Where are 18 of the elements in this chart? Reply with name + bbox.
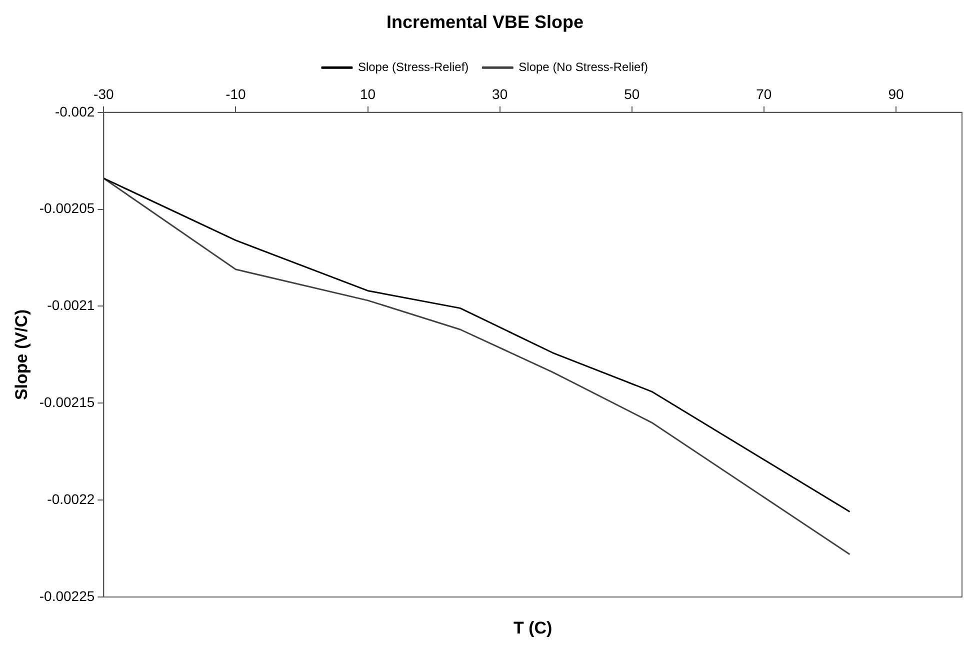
x-tick-label: 50	[624, 86, 640, 102]
y-tick-label: -0.002	[54, 103, 95, 120]
legend-label: Slope (Stress-Relief)	[358, 60, 469, 74]
y-axis-title: Slope (V/C)	[12, 309, 31, 400]
chart-title: Incremental VBE Slope	[386, 12, 584, 32]
x-tick-label: 90	[888, 86, 904, 102]
y-tick-label: -0.0022	[47, 490, 95, 507]
legend-label: Slope (No Stress-Relief)	[518, 60, 648, 74]
x-tick-label: 70	[756, 86, 772, 102]
x-axis-title: T (C)	[513, 618, 552, 638]
x-tick-label: -30	[94, 86, 114, 102]
x-tick-label: -10	[226, 86, 246, 102]
y-tick-label: -0.00215	[39, 394, 95, 410]
y-tick-label: -0.00205	[39, 200, 95, 216]
y-tick-label: -0.0021	[47, 297, 95, 314]
y-tick-label: -0.00225	[39, 588, 95, 604]
x-tick-label: 10	[360, 86, 376, 102]
x-tick-label: 30	[492, 86, 508, 102]
